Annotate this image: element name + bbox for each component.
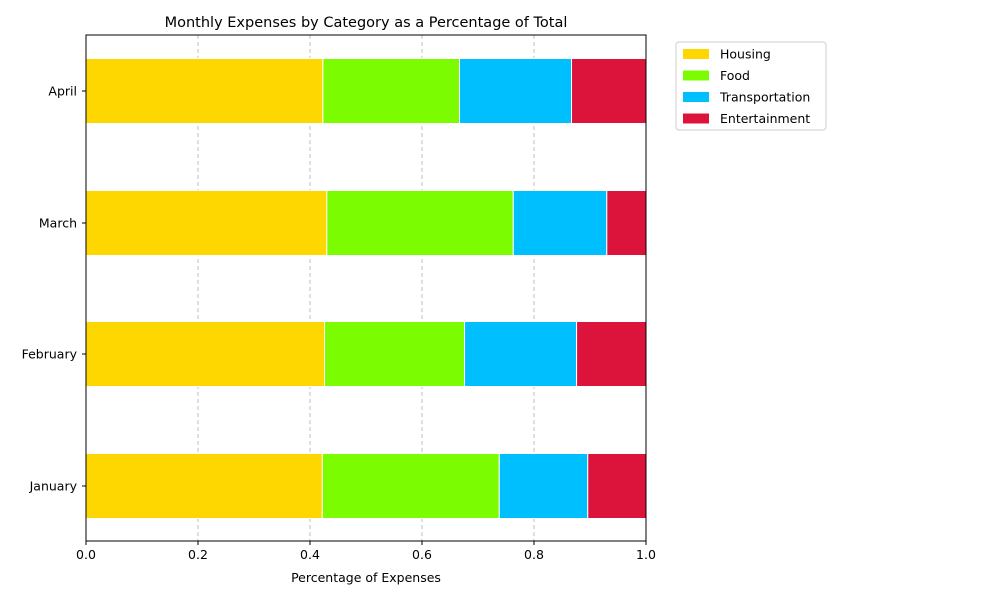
bar-segment-food: [326, 190, 514, 256]
legend-label-housing: Housing: [720, 47, 771, 62]
y-tick-label: February: [22, 347, 78, 362]
bar-segment-transportation: [512, 190, 608, 256]
bar-segment-housing: [85, 58, 324, 124]
y-tick-label: January: [29, 479, 78, 494]
bar-segment-housing: [85, 190, 328, 256]
legend-frame: [675, 41, 827, 131]
plot-frame: [85, 34, 647, 542]
x-axis: 0.0 0.2 0.4 0.6 0.8 1.0: [76, 541, 656, 562]
x-axis-label: Percentage of Expenses: [291, 570, 441, 585]
bar-segment-food: [324, 321, 466, 387]
bar-segment-entertainment: [606, 190, 647, 256]
bar-segment-transportation: [459, 58, 573, 124]
legend-swatch-transportation: [683, 92, 709, 102]
x-tick-label: 0.8: [524, 547, 544, 562]
y-tick-label: March: [39, 216, 77, 231]
x-tick-label: 1.0: [636, 547, 656, 562]
bar-segment-transportation: [498, 453, 589, 519]
bar-segment-transportation: [464, 321, 578, 387]
x-tick-label: 0.2: [188, 547, 208, 562]
chart-title: Monthly Expenses by Category as a Percen…: [165, 15, 568, 31]
x-tick-label: 0.6: [412, 547, 432, 562]
bar-segment-food: [321, 453, 500, 519]
y-tick-label: April: [48, 84, 77, 99]
legend-swatch-food: [683, 70, 709, 81]
bar-segment-housing: [85, 453, 323, 519]
legend-swatch-entertainment: [683, 113, 709, 124]
bars: [85, 58, 647, 519]
bar-segment-food: [322, 58, 461, 124]
y-axis: January February March April: [22, 84, 86, 494]
legend-label-entertainment: Entertainment: [720, 111, 810, 126]
bar-segment-entertainment: [587, 453, 647, 519]
legend-label-transportation: Transportation: [719, 90, 810, 105]
legend-label-food: Food: [720, 68, 750, 83]
x-tick-label: 0.4: [300, 547, 320, 562]
bar-segment-entertainment: [571, 58, 647, 124]
x-tick-label: 0.0: [76, 547, 96, 562]
legend-swatch-housing: [683, 49, 709, 59]
legend: Housing Food Transportation Entertainment: [675, 41, 827, 131]
bar-segment-entertainment: [576, 321, 647, 387]
bar-segment-housing: [85, 321, 326, 387]
